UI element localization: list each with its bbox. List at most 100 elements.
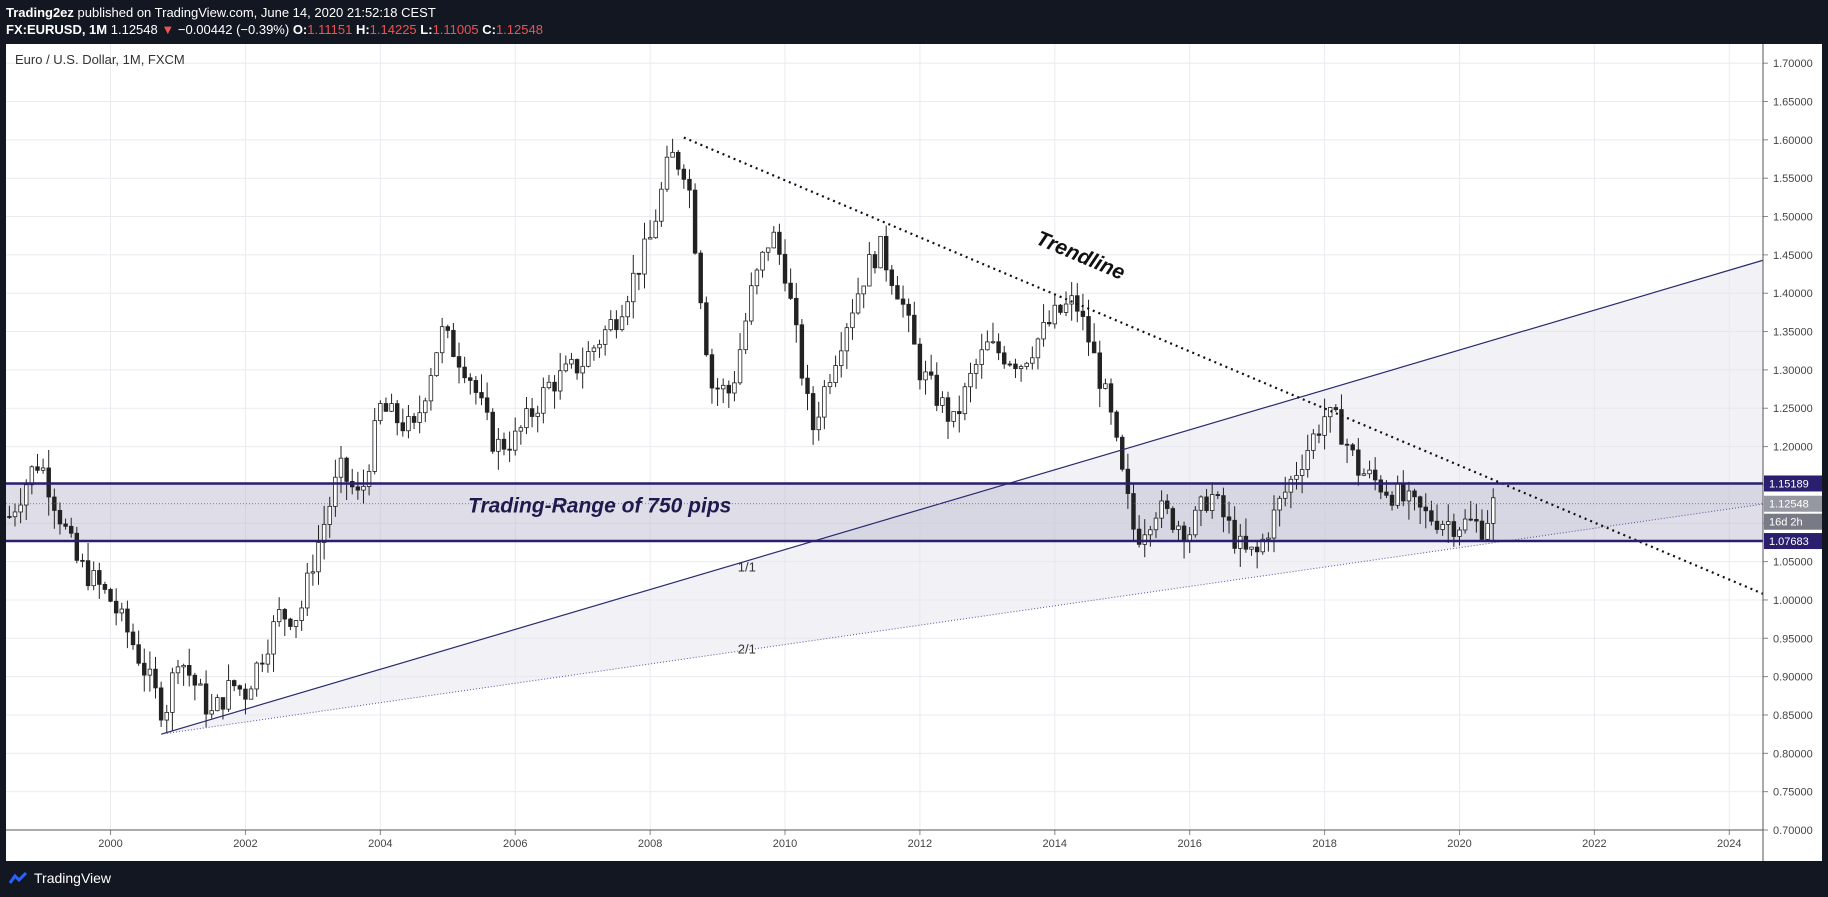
candle-body — [631, 272, 636, 303]
candle-body — [378, 403, 383, 422]
x-tick-label: 2010 — [773, 838, 797, 850]
candle-body — [1165, 500, 1170, 509]
candle-body — [1142, 534, 1147, 545]
candle-body — [1316, 433, 1322, 436]
drawings — [6, 136, 1764, 735]
candle-body — [203, 683, 209, 715]
candle-body — [400, 422, 406, 432]
candles — [7, 138, 1496, 734]
candle-body — [1215, 494, 1221, 497]
candle-body — [1148, 529, 1153, 536]
candle-body — [439, 326, 445, 354]
candle-body — [591, 347, 597, 352]
candle-body — [113, 600, 119, 614]
candle-body — [653, 220, 658, 239]
candle-body — [1412, 490, 1417, 498]
candle-body — [1052, 304, 1058, 325]
tradingview-icon — [8, 871, 28, 884]
y-tick-label: 1.70000 — [1773, 58, 1813, 70]
candle-body — [743, 320, 748, 351]
candle-body — [1361, 473, 1367, 476]
candle-body — [310, 571, 316, 574]
candle-body — [462, 366, 467, 379]
candle-body — [1243, 535, 1249, 550]
candle-body — [1041, 322, 1046, 340]
candle-body — [423, 400, 428, 414]
candle-body — [1479, 520, 1485, 540]
chart-area[interactable]: 0.70000 0.75000 0.80000 0.85000 0.90000 0.950… — [6, 44, 1822, 861]
candle-body — [1434, 520, 1440, 530]
candle-body — [1423, 506, 1428, 512]
candle-body — [271, 621, 276, 655]
candle-body — [957, 411, 962, 415]
candle-body — [771, 231, 776, 249]
candle-body — [1086, 316, 1091, 343]
candle-body — [1440, 524, 1445, 530]
candle-body — [507, 448, 512, 451]
candle-body — [276, 609, 282, 623]
candle-body — [990, 341, 996, 344]
y-tick-label: 1.50000 — [1773, 212, 1813, 224]
y-tick-label: 1.20000 — [1773, 442, 1813, 454]
candle-body — [1209, 494, 1215, 511]
candle-body — [40, 467, 46, 471]
candle-body — [29, 466, 35, 486]
candle-body — [1176, 525, 1181, 530]
candle-body — [1474, 519, 1479, 522]
range-high-tag: 1.15189 — [1769, 478, 1809, 490]
candle-body — [541, 387, 546, 414]
candle-body — [732, 382, 737, 394]
price-axis: 0.70000 0.75000 0.80000 0.85000 0.90000 0.950… — [1762, 44, 1813, 861]
price-chart[interactable]: 0.70000 0.75000 0.80000 0.85000 0.90000 0.950… — [6, 44, 1822, 861]
x-tick-label: 2020 — [1447, 838, 1471, 850]
candle-body — [923, 371, 928, 381]
candle-body — [1356, 449, 1361, 476]
y-tick-label: 1.30000 — [1773, 365, 1813, 377]
author-name[interactable]: Trading2ez — [6, 5, 74, 20]
candle-body — [647, 237, 653, 240]
open-value: 1.11151 — [307, 22, 353, 37]
candle-body — [136, 644, 141, 664]
candle-body — [451, 330, 456, 357]
y-tick-label: 0.90000 — [1773, 672, 1813, 684]
candle-body — [580, 365, 585, 374]
candle-body — [805, 377, 810, 394]
candle-body — [164, 711, 169, 721]
candle-body — [125, 608, 130, 633]
candle-body — [827, 382, 833, 388]
time-axis: 2000 2002 2004 2006 2008 2010 2012 2014 2016 2018… — [6, 829, 1763, 850]
candle-body — [1485, 522, 1490, 540]
candle-body — [940, 397, 945, 406]
y-tick-label: 1.40000 — [1773, 288, 1813, 300]
candle-body — [1046, 322, 1052, 325]
low-label: L: — [420, 22, 433, 37]
candle-body — [12, 511, 18, 518]
candle-body — [1468, 518, 1473, 521]
candle-body — [305, 572, 310, 609]
ratio-2-1-label: 2/1 — [738, 642, 756, 657]
y-tick-label: 0.70000 — [1773, 825, 1813, 837]
candle-body — [265, 653, 271, 665]
candle-body — [861, 285, 866, 295]
candle-body — [1181, 525, 1187, 541]
candle-body — [754, 269, 760, 287]
candle-body — [749, 285, 754, 322]
candle-body — [1018, 366, 1024, 370]
candle-body — [1131, 493, 1136, 530]
candle-body — [1232, 519, 1237, 549]
candle-body — [1395, 483, 1400, 506]
candle-body — [546, 381, 552, 389]
countdown-tag: 16d 2h — [1769, 517, 1803, 529]
candle-body — [1035, 338, 1041, 359]
tradingview-logo[interactable]: TradingView — [8, 870, 111, 886]
candle-body — [490, 411, 495, 452]
candle-body — [889, 269, 895, 286]
candle-body — [962, 386, 968, 415]
candle-body — [979, 349, 984, 365]
x-tick-label: 2014 — [1043, 838, 1067, 850]
candle-body — [619, 316, 625, 331]
candle-body — [1457, 529, 1462, 537]
published-text: published on TradingView.com, June 14, 2… — [77, 5, 436, 20]
high-label: H: — [355, 22, 370, 37]
header-bar: Trading2ez published on TradingView.com,… — [0, 0, 1828, 44]
